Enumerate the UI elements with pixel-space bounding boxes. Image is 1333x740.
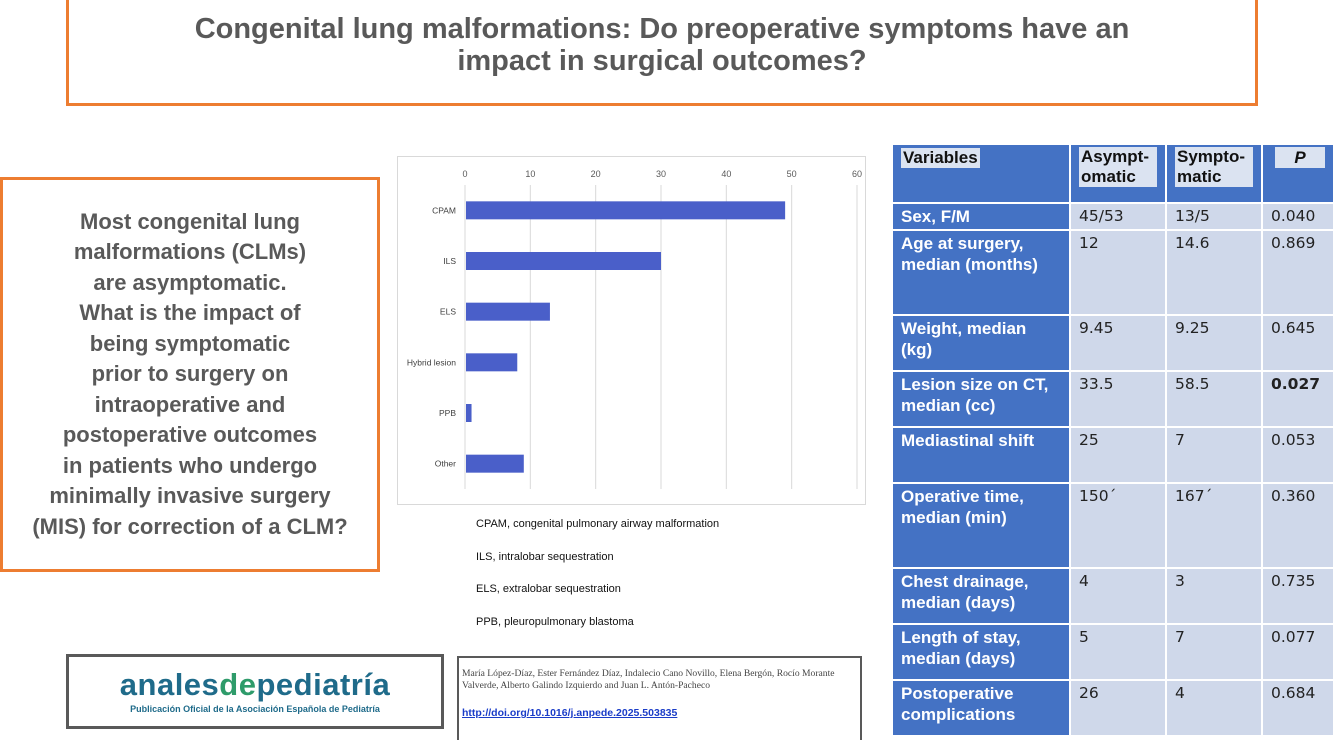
p-value-cell: 0.027	[1261, 370, 1333, 428]
page-title: Congenital lung malformations: Do preope…	[194, 12, 1130, 77]
header-p: P	[1275, 147, 1325, 168]
table-row: Mediastinal shift 25 7 0.053	[891, 426, 1333, 484]
abbreviation-item: CPAM, congenital pulmonary airway malfor…	[476, 518, 720, 530]
x-tick-label: 0	[462, 169, 467, 179]
variable-cell: Operative time, median (min)	[891, 482, 1071, 569]
x-tick-label: 20	[591, 169, 601, 179]
asymptomatic-cell: 5	[1069, 623, 1167, 681]
x-tick-label: 40	[721, 169, 731, 179]
table-row: Operative time, median (min) 150´ 167´ 0.36…	[891, 482, 1333, 569]
bar	[466, 353, 518, 372]
x-tick-label: 60	[852, 169, 862, 179]
header-cell: Variables	[891, 143, 1071, 204]
symptomatic-cell: 167´	[1165, 482, 1263, 569]
asymptomatic-cell: 4	[1069, 567, 1167, 625]
journal-logo: analesdepediatría	[69, 668, 441, 702]
results-table: Variables Asympt-omatic Sympto-matic P S…	[891, 143, 1333, 737]
table-row: Length of stay, median (days) 5 7 0.077	[891, 623, 1333, 681]
p-value-cell: 0.869	[1261, 229, 1333, 316]
variable-cell: Weight, median (kg)	[891, 314, 1071, 372]
p-value-cell: 0.645	[1261, 314, 1333, 372]
table-row: Sex, F/M 45/53 13/5 0.040	[891, 202, 1333, 231]
p-value-cell: 0.077	[1261, 623, 1333, 681]
logo-text-de: de	[219, 667, 257, 702]
p-value-cell: 0.360	[1261, 482, 1333, 569]
variable-cell: Sex, F/M	[891, 202, 1071, 231]
symptomatic-cell: 7	[1165, 623, 1263, 681]
symptomatic-cell: 3	[1165, 567, 1263, 625]
asymptomatic-cell: 45/53	[1069, 202, 1167, 231]
bar	[466, 404, 472, 422]
title-box: Congenital lung malformations: Do preope…	[66, 0, 1258, 106]
category-label: PPB	[439, 408, 456, 418]
x-tick-label: 50	[787, 169, 797, 179]
abbreviation-item: ELS, extralobar sequestration	[476, 583, 621, 595]
header-cell: Asympt-omatic	[1069, 143, 1167, 204]
category-label: Hybrid lesion	[407, 357, 456, 367]
p-value-cell: 0.735	[1261, 567, 1333, 625]
table-row: Postoperative complications 26 4 0.684	[891, 679, 1333, 737]
symptomatic-cell: 14.6	[1165, 229, 1263, 316]
journal-subtitle: Publicación Oficial de la Asociación Esp…	[130, 704, 380, 714]
research-question: Most congenital lung malformations (CLMs…	[32, 208, 348, 539]
variable-cell: Length of stay, median (days)	[891, 623, 1071, 681]
asymptomatic-cell: 9.45	[1069, 314, 1167, 372]
table-row: Chest drainage, median (days) 4 3 0.735	[891, 567, 1333, 625]
asymptomatic-cell: 25	[1069, 426, 1167, 484]
asymptomatic-cell: 12	[1069, 229, 1167, 316]
variable-cell: Chest drainage, median (days)	[891, 567, 1071, 625]
symptomatic-cell: 7	[1165, 426, 1263, 484]
header-cell: Sympto-matic	[1165, 143, 1263, 204]
variable-cell: Lesion size on CT, median (cc)	[891, 370, 1071, 428]
p-value-cell: 0.040	[1261, 202, 1333, 231]
category-label: CPAM	[432, 205, 456, 215]
header-variables: Variables	[901, 148, 980, 168]
variable-cell: Postoperative complications	[891, 679, 1071, 737]
header-asymptomatic: Asympt-omatic	[1079, 147, 1157, 187]
category-label: ELS	[440, 307, 456, 317]
header-cell: P	[1261, 143, 1333, 204]
variable-cell: Age at surgery, median (months)	[891, 229, 1071, 316]
bar	[466, 252, 661, 270]
table-row: Weight, median (kg) 9.45 9.25 0.645	[891, 314, 1333, 372]
symptomatic-cell: 4	[1165, 679, 1263, 737]
table-row: Lesion size on CT, median (cc) 33.5 58.5 0.…	[891, 370, 1333, 428]
table-header-row: Variables Asympt-omatic Sympto-matic P	[891, 143, 1333, 204]
journal-logo-box: analesdepediatría Publicación Oficial de…	[66, 654, 444, 729]
symptomatic-cell: 13/5	[1165, 202, 1263, 231]
x-tick-label: 30	[656, 169, 666, 179]
bar	[466, 302, 550, 321]
abbreviation-item: PPB, pleuropulmonary blastoma	[476, 615, 634, 628]
variable-cell: Mediastinal shift	[891, 426, 1071, 484]
abbreviation-item: ILS, intralobar sequestration	[476, 550, 614, 563]
question-box: Most congenital lung malformations (CLMs…	[0, 177, 380, 572]
x-tick-label: 10	[525, 169, 535, 179]
symptomatic-cell: 58.5	[1165, 370, 1263, 428]
p-value-cell: 0.053	[1261, 426, 1333, 484]
citation-box: María López-Díaz, Ester Fernández Díaz, …	[457, 656, 862, 740]
bar	[466, 454, 524, 473]
table-body: Sex, F/M 45/53 13/5 0.040 Age at surgery, me…	[891, 202, 1333, 737]
asymptomatic-cell: 150´	[1069, 482, 1167, 569]
asymptomatic-cell: 26	[1069, 679, 1167, 737]
category-label: Other	[435, 459, 456, 469]
asymptomatic-cell: 33.5	[1069, 370, 1167, 428]
logo-text-anales: anales	[119, 667, 220, 702]
bar-chart-svg: 0 10 20 30 40 50 60 CPAM ILS ELS Hybrid lesion PPB O…	[407, 169, 862, 489]
p-value-cell: 0.684	[1261, 679, 1333, 737]
bar-chart: 0 10 20 30 40 50 60 CPAM ILS ELS Hybrid lesion PPB O…	[397, 156, 866, 505]
symptomatic-cell: 9.25	[1165, 314, 1263, 372]
table-row: Age at surgery, median (months) 12 14.6 0.8…	[891, 229, 1333, 316]
abbreviation-list: CPAM, congenital pulmonary airway malfor…	[476, 517, 719, 647]
doi-link[interactable]: http://doi.org/10.1016/j.anpede.2025.503…	[462, 707, 678, 719]
citation-authors: María López-Díaz, Ester Fernández Díaz, …	[462, 668, 835, 691]
logo-text-pediatria: pediatría	[256, 667, 391, 702]
category-label: ILS	[443, 256, 456, 266]
bar	[466, 201, 786, 220]
header-symptomatic: Sympto-matic	[1175, 147, 1253, 187]
